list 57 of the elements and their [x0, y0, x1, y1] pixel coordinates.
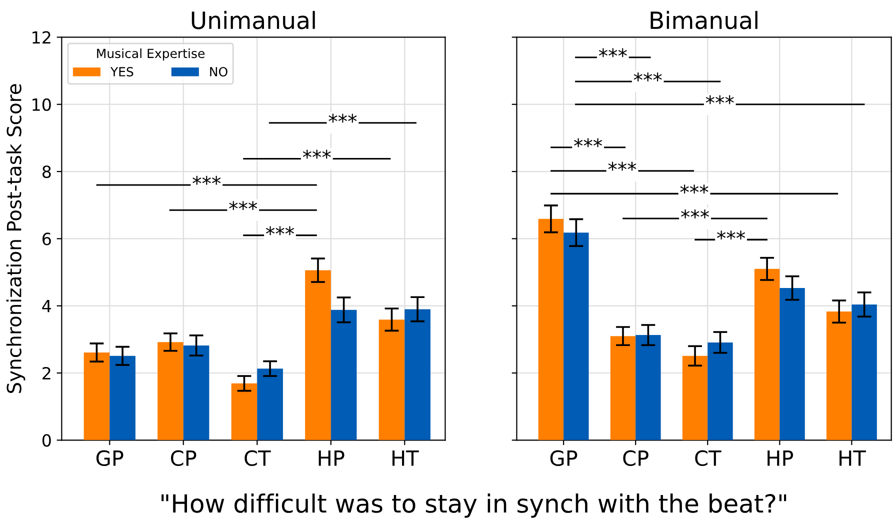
bar: [564, 232, 589, 440]
y-tick-label: 6: [42, 232, 51, 246]
x-tick-label: CP: [170, 450, 196, 466]
chart-title: Bimanual: [650, 10, 758, 30]
y-tick-label: 4: [42, 300, 52, 312]
bar: [780, 288, 805, 440]
x-tick-label: HT: [840, 450, 866, 466]
bar: [538, 218, 564, 440]
x-tick-label: CT: [695, 450, 722, 466]
bar: [610, 336, 636, 440]
text: "How difficult was to stay in synch with the beat?": [162, 494, 786, 518]
annotation: ***: [608, 162, 636, 171]
y-tick-label: 0: [42, 434, 51, 447]
annotation: ***: [706, 95, 734, 104]
x-tick-label: HP: [318, 450, 344, 466]
x-tick-label: CT: [244, 450, 271, 466]
y-tick-label: 2: [42, 366, 50, 380]
annotation: ***: [634, 72, 662, 82]
bar: [378, 320, 405, 440]
annotation: ***: [681, 209, 710, 218]
annotation: ***: [680, 184, 708, 194]
bar: [158, 342, 184, 440]
x-tick-label: GP: [96, 450, 124, 466]
bar: [636, 335, 661, 440]
annotation: ***: [266, 226, 294, 236]
bar: [110, 356, 136, 440]
bar: [682, 356, 708, 440]
bar: [84, 352, 110, 440]
legend-label: NO: [210, 67, 228, 76]
bar: [826, 312, 852, 440]
bar: [183, 345, 210, 440]
bar: [404, 309, 430, 440]
annotation: ***: [574, 138, 602, 148]
y-tick-label: 8: [42, 165, 51, 178]
bar: [231, 383, 258, 440]
x-tick-label: HT: [392, 450, 419, 466]
annotation: ***: [192, 176, 221, 185]
annotation: ***: [598, 48, 627, 58]
bar: [330, 310, 357, 440]
bar: [257, 368, 283, 440]
chart-title: Unimanual: [192, 10, 315, 30]
annotation: ***: [229, 201, 258, 210]
annotation: ***: [717, 230, 746, 240]
y-axis-title: Synchronization Post-task Score: [6, 84, 26, 393]
y-tick-label: 10: [32, 98, 51, 111]
bar: [305, 270, 331, 440]
bar: [708, 342, 733, 440]
x-tick-label: GP: [550, 450, 578, 466]
y-tick-label: 12: [32, 31, 50, 44]
legend-label: YES: [110, 67, 134, 76]
annotation: ***: [302, 150, 331, 159]
x-tick-label: CP: [623, 450, 648, 466]
legend-title: Musical Expertise: [97, 48, 205, 61]
bar: [852, 304, 877, 440]
bar: [754, 268, 780, 440]
x-tick-label: HP: [768, 450, 794, 466]
annotation: ***: [328, 114, 357, 123]
